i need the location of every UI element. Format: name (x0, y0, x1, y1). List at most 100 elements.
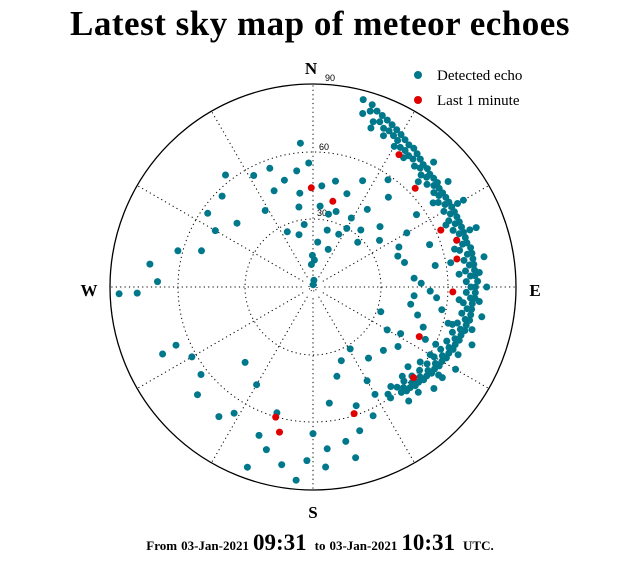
azimuth-spoke-120 (322, 292, 490, 389)
echo-point-259 (452, 365, 460, 373)
echo-point-193 (462, 288, 470, 296)
echo-point-233 (416, 373, 424, 381)
echo-point-206 (376, 118, 384, 126)
echo-point-215 (441, 201, 449, 208)
echo-point-69 (322, 463, 330, 471)
echo-point-218 (455, 230, 463, 238)
echo-point-19 (270, 187, 278, 195)
echo-point-264 (475, 298, 483, 305)
echo-point-227 (456, 325, 464, 333)
echo-point-62 (369, 412, 377, 420)
echo-point-52 (346, 345, 354, 353)
echo-point-199 (437, 345, 445, 353)
echo-point-75 (343, 224, 351, 232)
azimuth-spoke-150 (318, 296, 415, 464)
echo-point-148 (474, 277, 482, 285)
echo-point-222 (467, 272, 474, 280)
echo-point-48 (309, 430, 317, 438)
echo-point-221 (465, 261, 473, 269)
echo-point-220 (463, 250, 471, 258)
echo-point-25 (222, 171, 229, 179)
echo-point-216 (446, 210, 454, 218)
echo-point-40 (194, 391, 201, 399)
echo-point-88 (433, 294, 441, 302)
echo-point-229 (445, 344, 453, 351)
echo-point-65 (323, 445, 331, 453)
echo-point-214 (435, 192, 443, 199)
echo-point-238 (380, 132, 387, 140)
echo-point-26 (218, 192, 226, 200)
echo-point-74 (332, 177, 339, 185)
echo-point-196 (453, 319, 461, 327)
echo-point-82 (394, 252, 402, 260)
echo-point-24 (250, 172, 258, 179)
echo-point-260 (430, 385, 438, 392)
echo-point-8 (295, 203, 303, 211)
echo-point-6 (323, 226, 331, 234)
echo-point-120 (401, 136, 409, 144)
echo-point-182 (423, 180, 431, 188)
echo-point-87 (426, 287, 434, 295)
echo-point-20 (280, 176, 288, 184)
echo-point-142 (467, 244, 475, 252)
echo-point-116 (383, 116, 391, 124)
legend-label-last-minute: Last 1 minute (437, 93, 520, 109)
end-date: 03-Jan-2021 (329, 538, 398, 553)
echo-point-266 (454, 351, 462, 359)
echo-point-150 (471, 289, 479, 297)
echo-point-124 (416, 155, 424, 163)
echo-point-180 (411, 162, 418, 170)
echo-point-3 (307, 261, 315, 268)
echo-point-43 (255, 431, 263, 439)
echo-point-156 (462, 321, 470, 329)
echo-point-252 (444, 178, 452, 185)
echo-point-267 (435, 371, 443, 379)
echo-point-81 (395, 243, 403, 251)
recent-echo-point-0 (395, 151, 403, 159)
echo-point-64 (342, 437, 350, 445)
echo-point-101 (325, 210, 332, 218)
echo-point-83 (401, 259, 408, 266)
recent-echo-point-12 (276, 428, 283, 436)
echo-point-55 (383, 326, 391, 334)
echo-point-57 (407, 300, 415, 308)
echo-point-269 (384, 390, 392, 398)
echo-point-123 (413, 150, 421, 158)
echo-point-71 (292, 476, 300, 484)
echo-point-205 (366, 107, 374, 115)
echo-point-77 (354, 238, 362, 246)
echo-point-7 (300, 221, 308, 228)
echo-point-235 (400, 384, 408, 392)
echo-point-262 (466, 226, 474, 234)
direction-label-east: E (529, 281, 540, 300)
echo-point-16 (347, 214, 355, 222)
echo-point-237 (367, 124, 375, 132)
echo-point-44 (262, 446, 270, 454)
azimuth-spoke-300 (136, 185, 304, 282)
echo-point-247 (444, 319, 452, 327)
echo-point-251 (430, 158, 438, 166)
echo-point-27 (204, 209, 212, 217)
echo-point-56 (377, 308, 385, 316)
echo-point-228 (451, 335, 459, 343)
legend: Detected echo Last 1 minute (414, 68, 522, 109)
azimuth-spoke-330 (211, 110, 308, 278)
echo-point-225 (463, 305, 471, 313)
echo-point-102 (384, 193, 392, 201)
echo-point-192 (462, 278, 470, 286)
echo-point-197 (448, 328, 456, 336)
direction-label-west: W (81, 281, 98, 300)
echo-point-257 (478, 313, 486, 321)
echo-point-67 (278, 461, 286, 469)
echo-point-17 (363, 205, 371, 213)
echo-point-11 (316, 202, 324, 210)
echo-point-76 (357, 226, 365, 234)
echo-point-117 (388, 121, 396, 129)
echo-point-107 (447, 259, 455, 267)
echo-point-31 (174, 247, 182, 255)
echo-point-226 (461, 315, 469, 323)
echo-point-190 (460, 256, 468, 264)
echo-point-29 (233, 219, 241, 227)
echo-point-63 (356, 427, 364, 435)
echo-point-73 (343, 190, 351, 198)
